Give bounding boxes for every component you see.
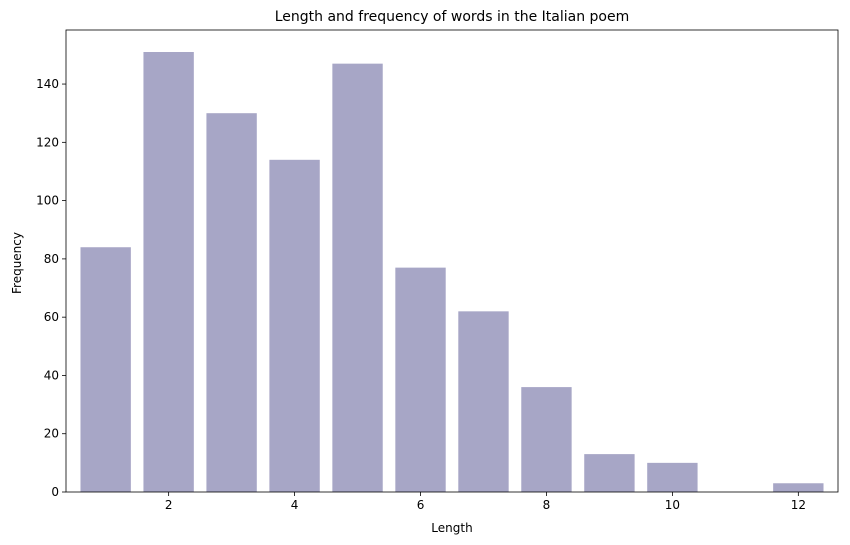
bar-length-2 — [143, 52, 194, 492]
x-tick-label: 8 — [543, 498, 551, 512]
chart-title: Length and frequency of words in the Ita… — [275, 9, 630, 25]
x-tick-label: 2 — [165, 498, 173, 512]
x-tick-label: 12 — [791, 498, 806, 512]
bar-length-7 — [458, 311, 509, 492]
bar-length-5 — [332, 63, 383, 492]
bar-length-4 — [269, 159, 320, 492]
y-tick-label: 120 — [36, 135, 59, 149]
x-tick-label: 4 — [291, 498, 299, 512]
x-axis-label: Length — [431, 521, 472, 535]
bar-length-9 — [584, 454, 635, 492]
y-tick-label: 40 — [44, 368, 59, 382]
y-tick-label: 20 — [44, 427, 59, 441]
bar-length-1 — [80, 247, 131, 492]
x-tick-label: 6 — [417, 498, 425, 512]
plot-frame — [65, 29, 839, 493]
bar-length-3 — [206, 113, 257, 493]
bar-length-8 — [521, 387, 572, 492]
bar-length-12 — [773, 483, 824, 492]
y-tick-label: 100 — [36, 194, 59, 208]
bar-length-6 — [395, 267, 446, 492]
y-tick-label: 60 — [44, 310, 59, 324]
y-axis-label: Frequency — [10, 232, 24, 294]
y-tick-label: 0 — [51, 485, 59, 499]
bar-length-10 — [647, 462, 698, 492]
y-tick-label: 140 — [36, 77, 59, 91]
x-tick-label: 10 — [665, 498, 680, 512]
y-tick-label: 80 — [44, 252, 59, 266]
